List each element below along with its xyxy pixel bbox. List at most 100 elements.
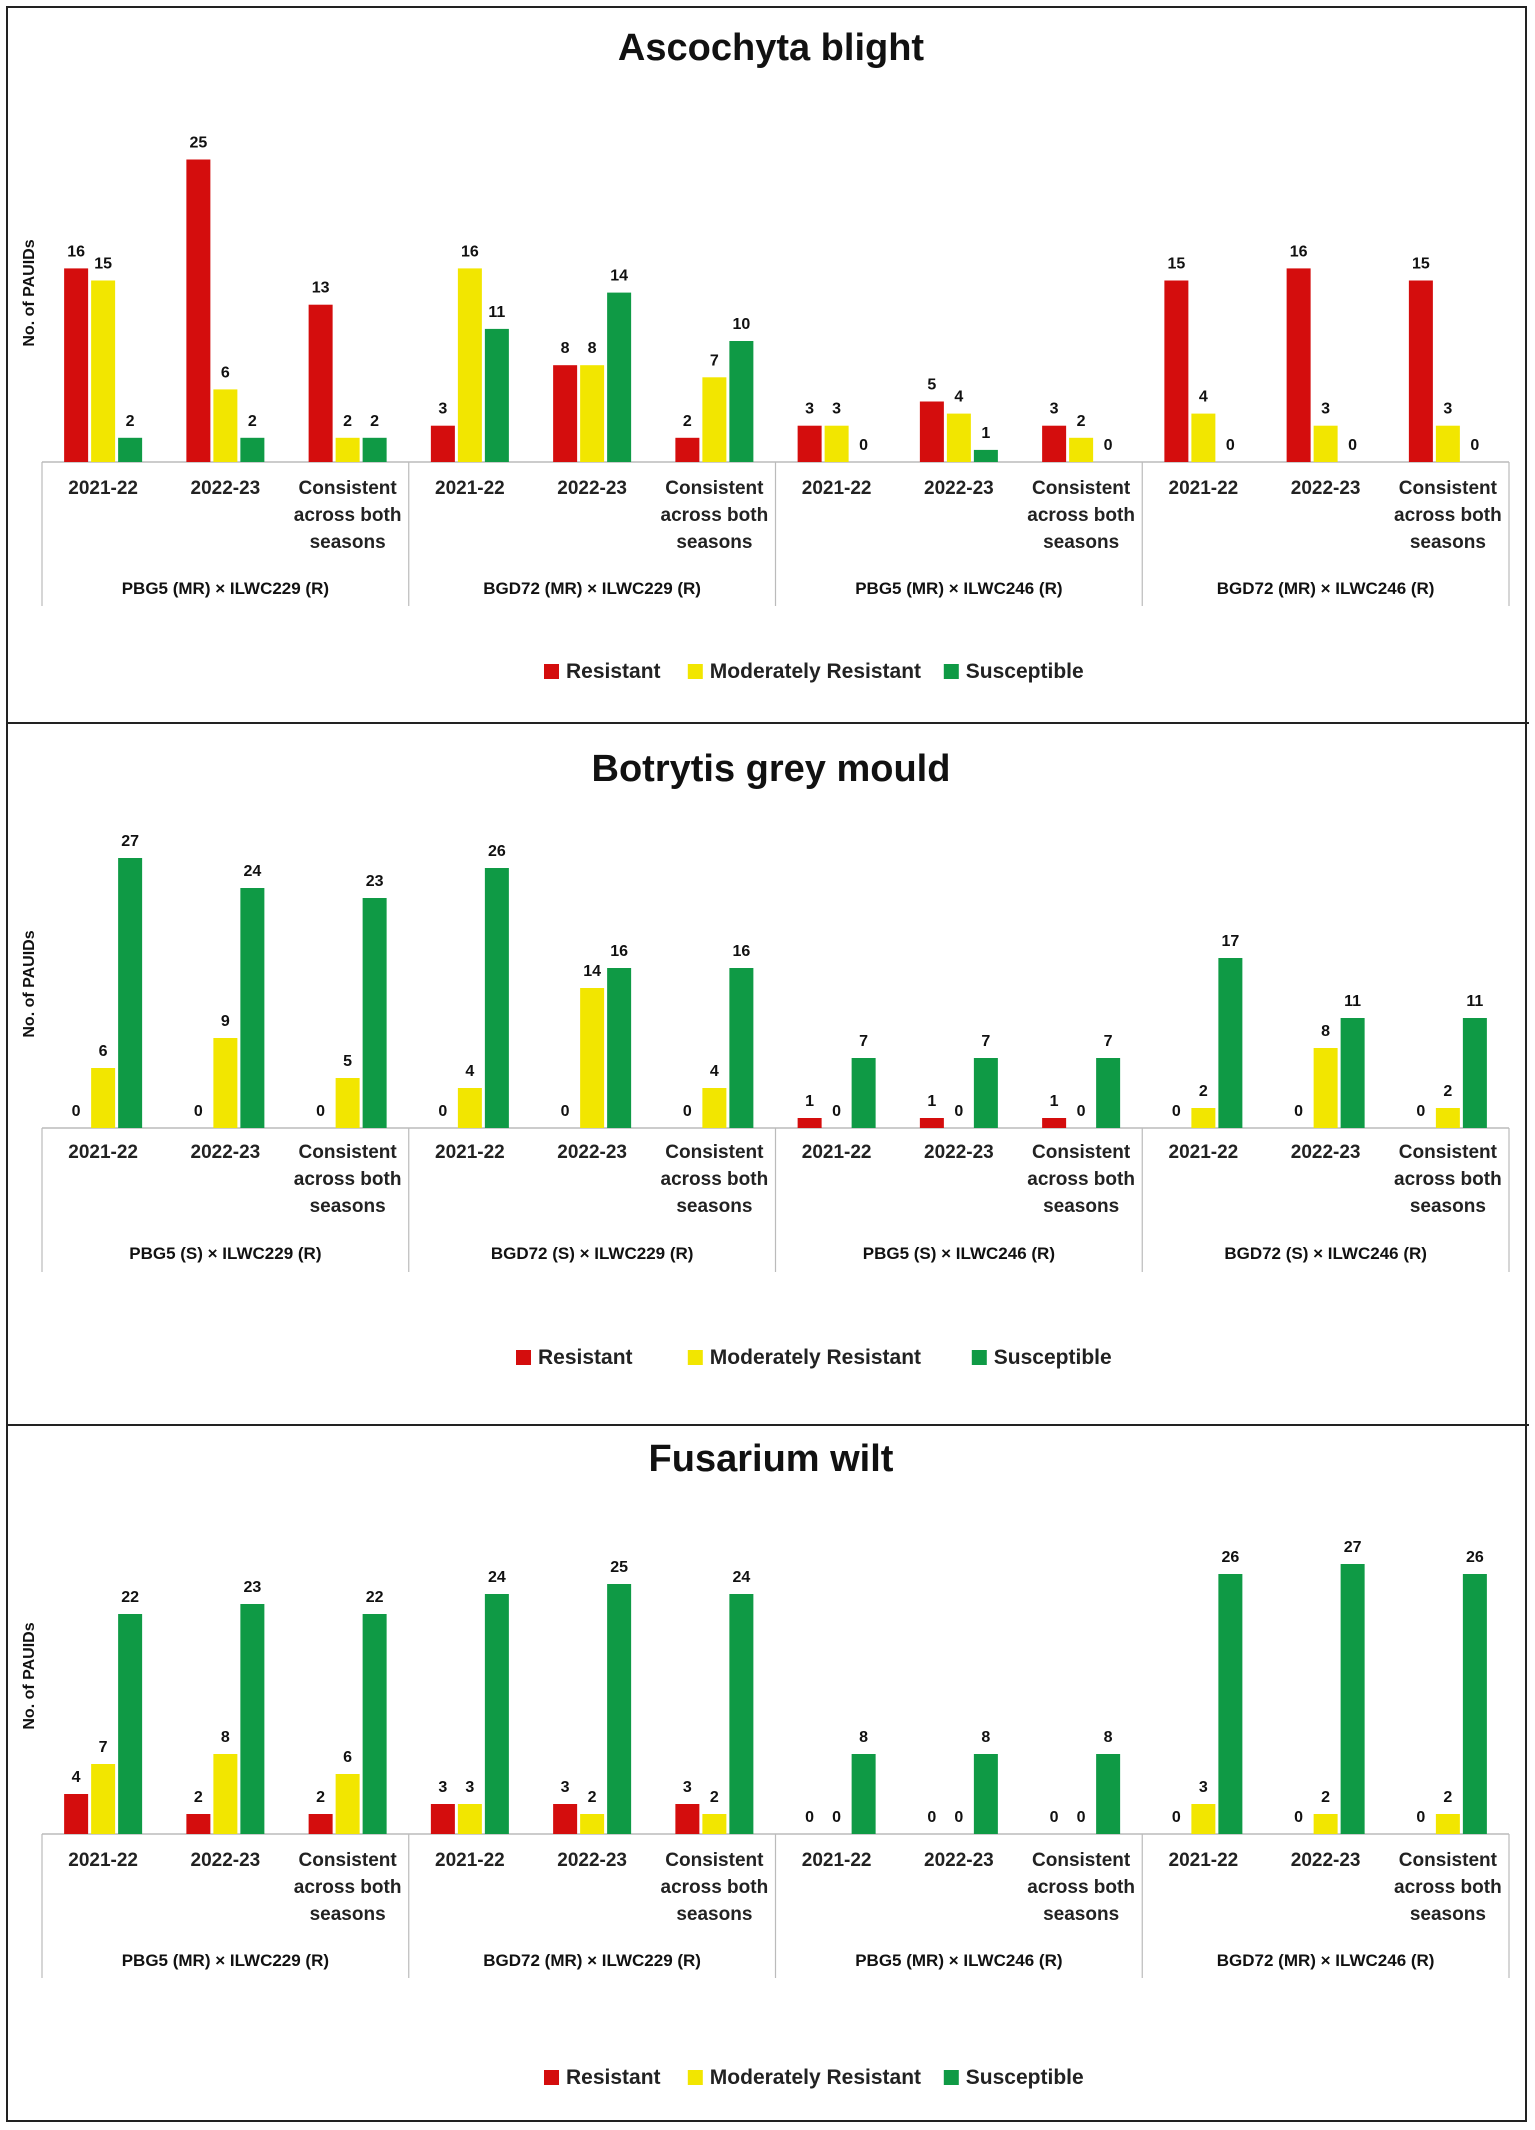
bar-resistant — [919, 401, 944, 462]
bar-resistant — [186, 159, 211, 462]
bar-susceptible — [851, 1754, 876, 1834]
bar-moderately-resistant — [335, 1078, 360, 1128]
bar-susceptible — [484, 1594, 509, 1834]
category-label: 2021-22 — [1169, 478, 1239, 499]
data-label: 0 — [859, 437, 868, 454]
data-label: 8 — [561, 340, 570, 357]
legend-swatch-resistant — [516, 1350, 531, 1365]
data-label: 0 — [1416, 1809, 1425, 1826]
category-label: 2022-23 — [1291, 1850, 1361, 1871]
data-label: 6 — [221, 364, 230, 381]
data-label: 2 — [194, 1789, 203, 1806]
data-label: 4 — [954, 389, 963, 406]
panel-divider — [6, 722, 1529, 724]
bar-moderately-resistant — [91, 280, 116, 462]
category-label: 2021-22 — [435, 478, 505, 499]
bar-resistant — [553, 1804, 578, 1834]
bar-susceptible — [729, 968, 754, 1128]
group-label: PBG5 (MR) × ILWC246 (R) — [855, 579, 1062, 598]
bar-moderately-resistant — [335, 437, 360, 462]
category-label: 2022-23 — [557, 1142, 627, 1163]
bar-moderately-resistant — [1191, 413, 1216, 462]
category-label: Consistent across both seasons — [1394, 1142, 1502, 1217]
data-label: 7 — [981, 1033, 990, 1050]
data-label: 3 — [832, 401, 841, 418]
bar-susceptible — [973, 449, 998, 462]
bar-moderately-resistant — [457, 1088, 482, 1128]
bar-moderately-resistant — [702, 377, 727, 462]
group-label: PBG5 (S) × ILWC246 (R) — [863, 1244, 1055, 1263]
bar-resistant — [186, 1814, 211, 1834]
category-label: 2022-23 — [1291, 1142, 1361, 1163]
data-label: 24 — [488, 1569, 506, 1586]
bar-moderately-resistant — [580, 988, 605, 1128]
data-label: 0 — [1294, 1103, 1303, 1120]
data-label: 0 — [805, 1809, 814, 1826]
data-label: 2 — [316, 1789, 325, 1806]
category-label: 2021-22 — [1169, 1142, 1239, 1163]
legend-label-moderately-resistant: Moderately Resistant — [710, 1346, 921, 1369]
group-label: PBG5 (S) × ILWC229 (R) — [129, 1244, 321, 1263]
bar-resistant — [675, 1804, 700, 1834]
category-label: 2021-22 — [68, 1850, 138, 1871]
bar-resistant — [797, 1118, 822, 1128]
category-label: Consistent across both seasons — [1027, 478, 1135, 553]
bar-resistant — [64, 268, 89, 462]
data-label: 22 — [121, 1589, 139, 1606]
bar-moderately-resistant — [457, 1804, 482, 1834]
category-label: Consistent across both seasons — [294, 1850, 402, 1925]
data-label: 0 — [1077, 1103, 1086, 1120]
legend-swatch-moderately-resistant — [687, 2070, 703, 2085]
data-label: 23 — [366, 873, 384, 890]
bar-moderately-resistant — [1313, 1814, 1338, 1834]
data-label: 14 — [583, 963, 601, 980]
legend-swatch-susceptible — [943, 664, 959, 679]
data-label: 1 — [805, 1093, 814, 1110]
data-label: 16 — [461, 243, 479, 260]
group-label: PBG5 (MR) × ILWC229 (R) — [122, 1951, 329, 1970]
data-label: 25 — [610, 1559, 628, 1576]
data-label: 0 — [1416, 1103, 1425, 1120]
category-label: 2021-22 — [435, 1850, 505, 1871]
data-label: 26 — [1221, 1549, 1239, 1566]
chart-title: Ascochyta blight — [618, 27, 924, 69]
category-label: Consistent across both seasons — [1394, 1850, 1502, 1925]
bar-resistant — [64, 1794, 89, 1834]
bar-resistant — [553, 365, 578, 462]
data-label: 23 — [243, 1579, 261, 1596]
bar-susceptible — [1218, 1574, 1243, 1834]
data-label: 1 — [1050, 1093, 1059, 1110]
bar-moderately-resistant — [1435, 425, 1460, 462]
data-label: 15 — [94, 256, 112, 273]
bar-susceptible — [1340, 1564, 1365, 1834]
data-label: 4 — [465, 1063, 474, 1080]
bar-resistant — [430, 1804, 455, 1834]
legend-label-moderately-resistant: Moderately Resistant — [710, 660, 921, 683]
bar-moderately-resistant — [1435, 1814, 1460, 1834]
panel-ascochyta-blight: Ascochyta blight No. of PAUIDs PBG5 (MR) ×… — [6, 8, 1529, 722]
category-label: 2021-22 — [802, 1142, 872, 1163]
bar-resistant — [1042, 425, 1067, 462]
data-label: 4 — [1199, 389, 1208, 406]
bar-susceptible — [240, 888, 265, 1128]
legend-swatch-moderately-resistant — [687, 664, 703, 679]
bar-susceptible — [484, 868, 509, 1128]
data-label: 0 — [561, 1103, 570, 1120]
bar-resistant — [675, 437, 700, 462]
data-label: 0 — [1294, 1809, 1303, 1826]
data-label: 0 — [1104, 437, 1113, 454]
bar-moderately-resistant — [580, 1814, 605, 1834]
category-label: 2021-22 — [68, 478, 138, 499]
group-label: BGD72 (MR) × ILWC229 (R) — [483, 579, 701, 598]
data-label: 17 — [1221, 933, 1239, 950]
data-label: 3 — [438, 1779, 447, 1796]
category-label: Consistent across both seasons — [1394, 478, 1502, 553]
data-label: 0 — [1172, 1103, 1181, 1120]
bar-resistant — [1042, 1118, 1067, 1128]
category-label: 2022-23 — [557, 478, 627, 499]
data-label: 7 — [99, 1739, 108, 1756]
bar-resistant — [797, 425, 822, 462]
category-label: 2021-22 — [68, 1142, 138, 1163]
data-label: 0 — [1226, 437, 1235, 454]
bar-resistant — [1164, 280, 1189, 462]
